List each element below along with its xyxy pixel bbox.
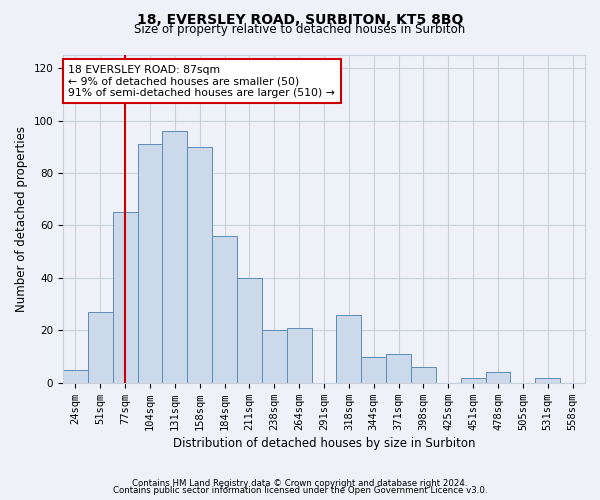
Bar <box>137 144 163 383</box>
Bar <box>212 236 237 383</box>
Text: Contains public sector information licensed under the Open Government Licence v3: Contains public sector information licen… <box>113 486 487 495</box>
Text: Contains HM Land Registry data © Crown copyright and database right 2024.: Contains HM Land Registry data © Crown c… <box>132 478 468 488</box>
Bar <box>163 131 187 383</box>
Bar <box>287 328 311 383</box>
Bar <box>187 147 212 383</box>
Bar <box>237 278 262 383</box>
Bar <box>485 372 511 383</box>
Bar <box>461 378 485 383</box>
Bar <box>361 356 386 383</box>
Y-axis label: Number of detached properties: Number of detached properties <box>15 126 28 312</box>
Text: 18, EVERSLEY ROAD, SURBITON, KT5 8BQ: 18, EVERSLEY ROAD, SURBITON, KT5 8BQ <box>137 12 463 26</box>
Bar <box>535 378 560 383</box>
Bar <box>113 212 137 383</box>
Bar <box>262 330 287 383</box>
X-axis label: Distribution of detached houses by size in Surbiton: Distribution of detached houses by size … <box>173 437 475 450</box>
Bar <box>63 370 88 383</box>
Bar <box>88 312 113 383</box>
Text: 18 EVERSLEY ROAD: 87sqm
← 9% of detached houses are smaller (50)
91% of semi-det: 18 EVERSLEY ROAD: 87sqm ← 9% of detached… <box>68 65 335 98</box>
Bar <box>386 354 411 383</box>
Bar <box>411 367 436 383</box>
Bar <box>337 314 361 383</box>
Text: Size of property relative to detached houses in Surbiton: Size of property relative to detached ho… <box>134 24 466 36</box>
